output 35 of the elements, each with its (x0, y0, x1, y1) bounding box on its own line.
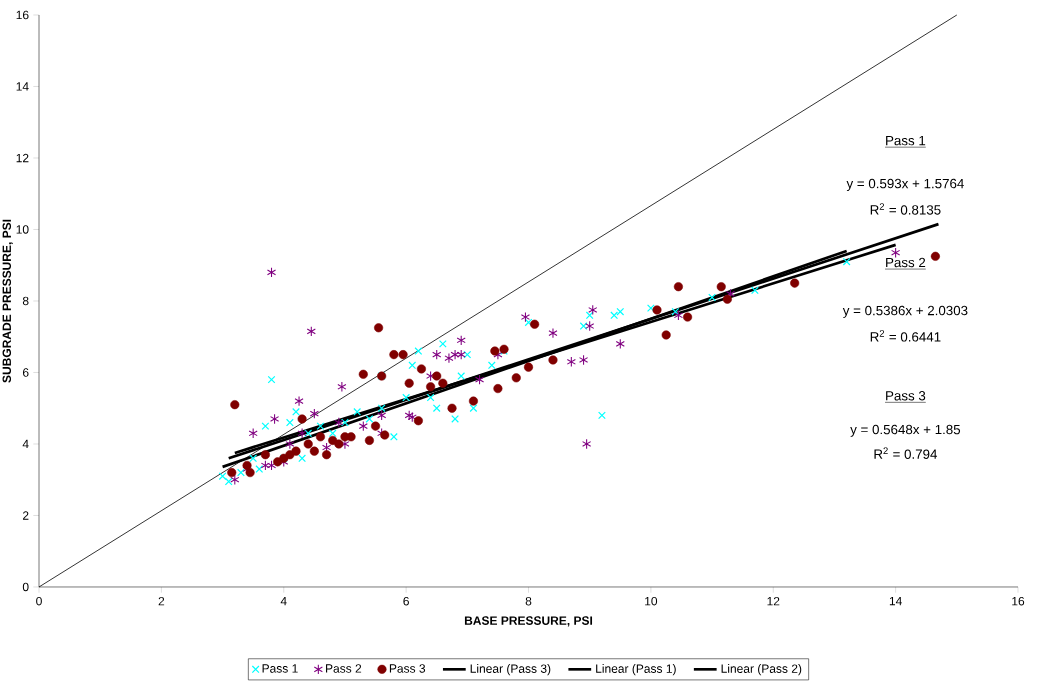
y-tick-label: 16 (16, 10, 29, 20)
x-tick-label: 8 (525, 596, 532, 606)
x-tick-label: 0 (36, 596, 42, 606)
y-tick-label: 2 (22, 511, 29, 520)
x-tick-label: 6 (403, 596, 409, 606)
legend-label: Pass 1 (262, 664, 298, 673)
x-tick-label: 14 (889, 596, 902, 606)
legend-label: Pass 3 (389, 664, 426, 673)
annotation: Pass 1 (886, 135, 926, 146)
annotation: Pass 3 (886, 391, 926, 401)
annotation: Pass 2 (886, 257, 926, 268)
x-axis-title: BASE PRESSURE, PSI (464, 616, 593, 627)
x-tick-label: 4 (280, 596, 287, 606)
annotation: y = 0.593x + 1.5764 (846, 178, 964, 191)
y-axis-title: SUBGRADE PRESSURE, PSI (2, 219, 13, 383)
x-tick-label: 10 (645, 596, 658, 606)
y-tick-label: 14 (16, 82, 29, 91)
annotation: R$^{2}$ = 0.6441 (870, 330, 941, 342)
y-tick-label: 4 (22, 439, 29, 449)
x-tick-label: 12 (767, 596, 780, 606)
annotation: R$^{2}$ = 0.794 (874, 447, 938, 459)
annotation: y = 0.5386x + 2.0303 (842, 305, 968, 318)
legend-label: Linear (Pass 1) (596, 664, 676, 676)
y-tick-label: 8 (22, 296, 29, 306)
legend-label: Linear (Pass 2) (721, 664, 802, 676)
x-tick-label: 16 (1012, 596, 1025, 606)
x-tick-label: 2 (158, 596, 165, 606)
y-tick-label: 0 (22, 582, 29, 592)
annotation: R$^{2}$ = 0.8135 (870, 203, 941, 215)
y-tick-label: 6 (22, 368, 29, 377)
y-tick-label: 10 (16, 225, 29, 234)
legend-label: Linear (Pass 3) (470, 664, 551, 676)
annotation: y = 0.5648x + 1.85 (850, 424, 961, 437)
y-tick-label: 12 (16, 153, 29, 163)
legend-label: Pass 2 (326, 664, 362, 673)
